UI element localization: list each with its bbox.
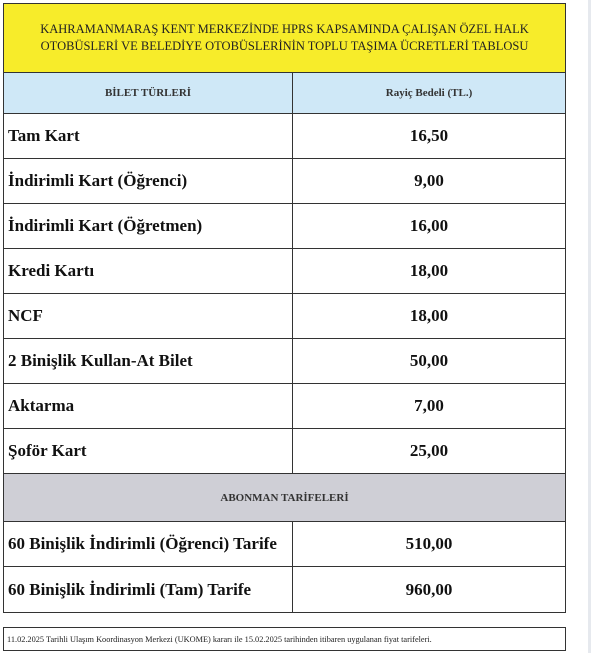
- ticket-price: 9,00: [414, 171, 444, 190]
- table-row: Kredi Kartı 18,00: [4, 249, 565, 294]
- table-row: Şoför Kart 25,00: [4, 429, 565, 474]
- ticket-type: İndirimli Kart (Öğretmen): [4, 204, 293, 248]
- ticket-type: Aktarma: [4, 384, 293, 428]
- table-title: KAHRAMANMARAŞ KENT MERKEZİNDE HPRS KAPSA…: [4, 4, 565, 73]
- ticket-price: 7,00: [414, 396, 444, 415]
- ticket-price: 16,50: [409, 126, 449, 145]
- ticket-price: 16,00: [409, 216, 449, 235]
- ticket-price: 18,00: [409, 261, 449, 280]
- ticket-price: 25,00: [409, 441, 449, 460]
- ticket-type: 2 Binişlik Kullan-At Bilet: [4, 339, 293, 383]
- fare-table: KAHRAMANMARAŞ KENT MERKEZİNDE HPRS KAPSA…: [3, 3, 566, 613]
- ticket-type: Kredi Kartı: [4, 249, 293, 293]
- ticket-price: 960,00: [405, 579, 453, 599]
- ticket-type: İndirimli Kart (Öğrenci): [4, 159, 293, 203]
- header-ticket-types: BİLET TÜRLERİ: [4, 73, 293, 113]
- subscription-heading: ABONMAN TARİFELERİ: [4, 474, 565, 522]
- ticket-type: 60 Binişlik İndirimli (Öğrenci) Tarife: [4, 522, 293, 566]
- ticket-type: NCF: [4, 294, 293, 338]
- table-header: BİLET TÜRLERİ Rayiç Bedeli (TL.): [4, 73, 565, 114]
- page-edge: [588, 0, 591, 653]
- ticket-price: 50,00: [409, 351, 449, 370]
- table-row: 60 Binişlik İndirimli (Tam) Tarife 960,00: [4, 567, 565, 612]
- table-row: İndirimli Kart (Öğretmen) 16,00: [4, 204, 565, 249]
- table-row: İndirimli Kart (Öğrenci) 9,00: [4, 159, 565, 204]
- table-row: 60 Binişlik İndirimli (Öğrenci) Tarife 51…: [4, 522, 565, 567]
- table-row: Aktarma 7,00: [4, 384, 565, 429]
- table-row: NCF 18,00: [4, 294, 565, 339]
- ticket-price: 18,00: [409, 306, 449, 325]
- ticket-type: Tam Kart: [4, 114, 293, 158]
- ticket-price: 510,00: [405, 534, 453, 553]
- table-row: 2 Binişlik Kullan-At Bilet 50,00: [4, 339, 565, 384]
- ticket-type: Şoför Kart: [4, 429, 293, 473]
- table-row: Tam Kart 16,50: [4, 114, 565, 159]
- ticket-type: 60 Binişlik İndirimli (Tam) Tarife: [4, 567, 293, 612]
- footer-note: 11.02.2025 Tarihli Ulaşım Koordinasyon M…: [3, 627, 566, 651]
- header-price: Rayiç Bedeli (TL.): [385, 87, 473, 99]
